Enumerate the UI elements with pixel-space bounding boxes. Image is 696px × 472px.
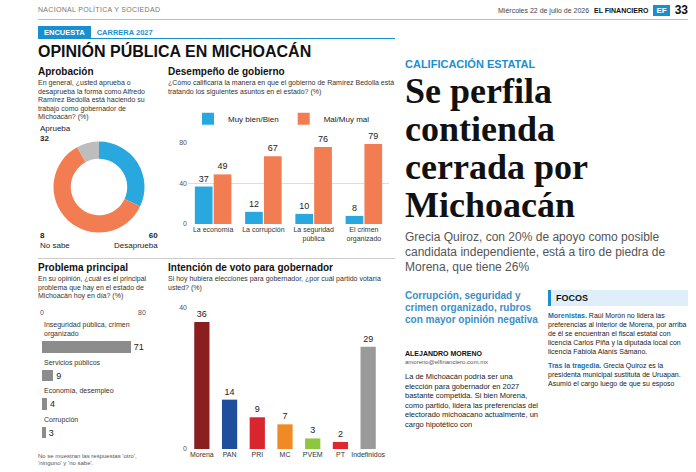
html-text:En general, ¿usted aprueba o d: En general, ¿usted aprueba o desaprueba …: [38, 79, 145, 120]
svg-text:La seguridadpública: La seguridadpública: [293, 226, 334, 243]
html-text:Desempeño de gobierno: Desempeño de gobierno: [168, 66, 285, 77]
svg-text:80: 80: [179, 139, 187, 146]
html-text:Se perfila contienda cerrada p: Se perfila contienda cerrada por Michoac…: [405, 71, 588, 225]
svg-text:PT: PT: [336, 451, 346, 458]
html-text:La de Michoacán podría ser una: La de Michoacán podría ser una elección …: [405, 372, 538, 429]
svg-text:9: 9: [56, 371, 61, 381]
svg-text:36: 36: [197, 309, 207, 319]
html-text:CARRERA 2027: CARRERA 2027: [96, 28, 153, 37]
svg-text:10: 10: [299, 201, 309, 211]
html-text:FOCOS: FOCOS: [556, 293, 588, 303]
html-text:CALIFICACIÓN ESTATAL: CALIFICACIÓN ESTATAL: [405, 58, 536, 70]
html-text:33: 33: [674, 3, 688, 17]
svg-text:0: 0: [183, 220, 187, 227]
svg-text:3: 3: [310, 425, 315, 435]
html-text:Tras la tragedia. Grecia Quiro: Tras la tragedia. Grecia Quiroz es la pr…: [548, 362, 681, 387]
svg-text:49: 49: [218, 161, 228, 171]
html-text:NACIONAL POLÍTICA Y SOCIEDAD: NACIONAL POLÍTICA Y SOCIEDAD: [38, 6, 161, 13]
svg-text:Aprueba32: Aprueba32: [40, 124, 71, 143]
html-text:Miércoles 22 de julio de 2026: Miércoles 22 de julio de 2026: [498, 6, 590, 14]
svg-text:0: 0: [40, 309, 44, 316]
svg-text:MC: MC: [280, 451, 291, 458]
svg-text:4: 4: [50, 399, 55, 409]
svg-text:Servicios públicos: Servicios públicos: [44, 359, 101, 367]
svg-text:71: 71: [134, 342, 144, 352]
svg-text:Indefinidos: Indefinidos: [351, 451, 385, 458]
html-text:Intención de voto para goberna: Intención de voto para gobernador: [168, 262, 333, 273]
svg-text:Mal/Muy mal: Mal/Muy mal: [324, 115, 370, 124]
svg-text:Economía, desempleo: Economía, desempleo: [44, 387, 114, 395]
svg-text:7: 7: [282, 411, 287, 421]
html-text:Morenistas. Raúl Morón no lide: Morenistas. Raúl Morón no lidera las pre…: [548, 312, 687, 355]
svg-text:La corrupción: La corrupción: [242, 226, 285, 234]
html-text:Grecia Quiroz, con 20% de apoy: Grecia Quiroz, con 20% de apoyo como pos…: [405, 230, 666, 274]
svg-text:60Desaprueba: 60Desaprueba: [114, 231, 158, 250]
svg-text:Inseguridad pública, crimenorg: Inseguridad pública, crimenorganizado: [44, 321, 130, 338]
svg-text:14: 14: [225, 387, 235, 397]
html-text:EF: EF: [656, 5, 667, 15]
html-text:Aprobación: Aprobación: [38, 66, 94, 77]
svg-text:0: 0: [183, 445, 187, 452]
svg-text:PAN: PAN: [223, 451, 237, 458]
svg-text:12: 12: [249, 199, 259, 209]
html-text:¿Cómo calificaría la manera en: ¿Cómo calificaría la manera en que el go…: [168, 79, 395, 95]
html-text:Si hoy hubiera elecciones para: Si hoy hubiera elecciones para gobernado…: [168, 275, 381, 291]
html-text:amoreno@elfinanciero.com.mx: amoreno@elfinanciero.com.mx: [405, 359, 489, 365]
svg-text:29: 29: [363, 334, 373, 344]
svg-text:PVEM: PVEM: [303, 451, 323, 458]
html-text:ENCUESTA: ENCUESTA: [44, 28, 85, 37]
svg-text:8No sabe: 8No sabe: [40, 231, 70, 250]
svg-text:2: 2: [338, 429, 343, 439]
svg-text:80: 80: [138, 309, 146, 316]
svg-text:40: 40: [179, 304, 187, 311]
html-text:EL FINANCIERO: EL FINANCIERO: [594, 6, 649, 14]
html-text:OPINIÓN PÚBLICA EN MICHOACÁN: OPINIÓN PÚBLICA EN MICHOACÁN: [38, 43, 312, 60]
svg-text:37: 37: [199, 174, 209, 184]
html-text:En su opinión, ¿cuál es el pri: En su opinión, ¿cuál es el principal pro…: [38, 275, 147, 299]
svg-text:PRI: PRI: [251, 451, 263, 458]
svg-text:Corrupción: Corrupción: [44, 416, 78, 424]
html-text:Problema principal: Problema principal: [38, 262, 128, 273]
svg-text:Morena: Morena: [190, 451, 214, 458]
svg-text:9: 9: [255, 404, 260, 414]
svg-text:40: 40: [179, 180, 187, 187]
svg-text:76: 76: [318, 134, 328, 144]
html-text:No se muestran las respuestas: No se muestran las respuestas 'otro', 'n…: [38, 453, 137, 466]
svg-text:8: 8: [352, 203, 357, 213]
svg-text:La economía: La economía: [193, 226, 234, 233]
svg-text:El crimenorganizado: El crimenorganizado: [347, 226, 382, 243]
svg-text:3: 3: [49, 428, 54, 438]
html-text:ALEJANDRO MORENO: ALEJANDRO MORENO: [405, 350, 482, 357]
html-text:Corrupción, seguridad y crimen: Corrupción, seguridad y crimen organizad…: [405, 290, 538, 325]
svg-text:Muy bien/Bien: Muy bien/Bien: [228, 115, 279, 124]
svg-text:67: 67: [268, 143, 278, 153]
svg-text:79: 79: [368, 131, 378, 141]
